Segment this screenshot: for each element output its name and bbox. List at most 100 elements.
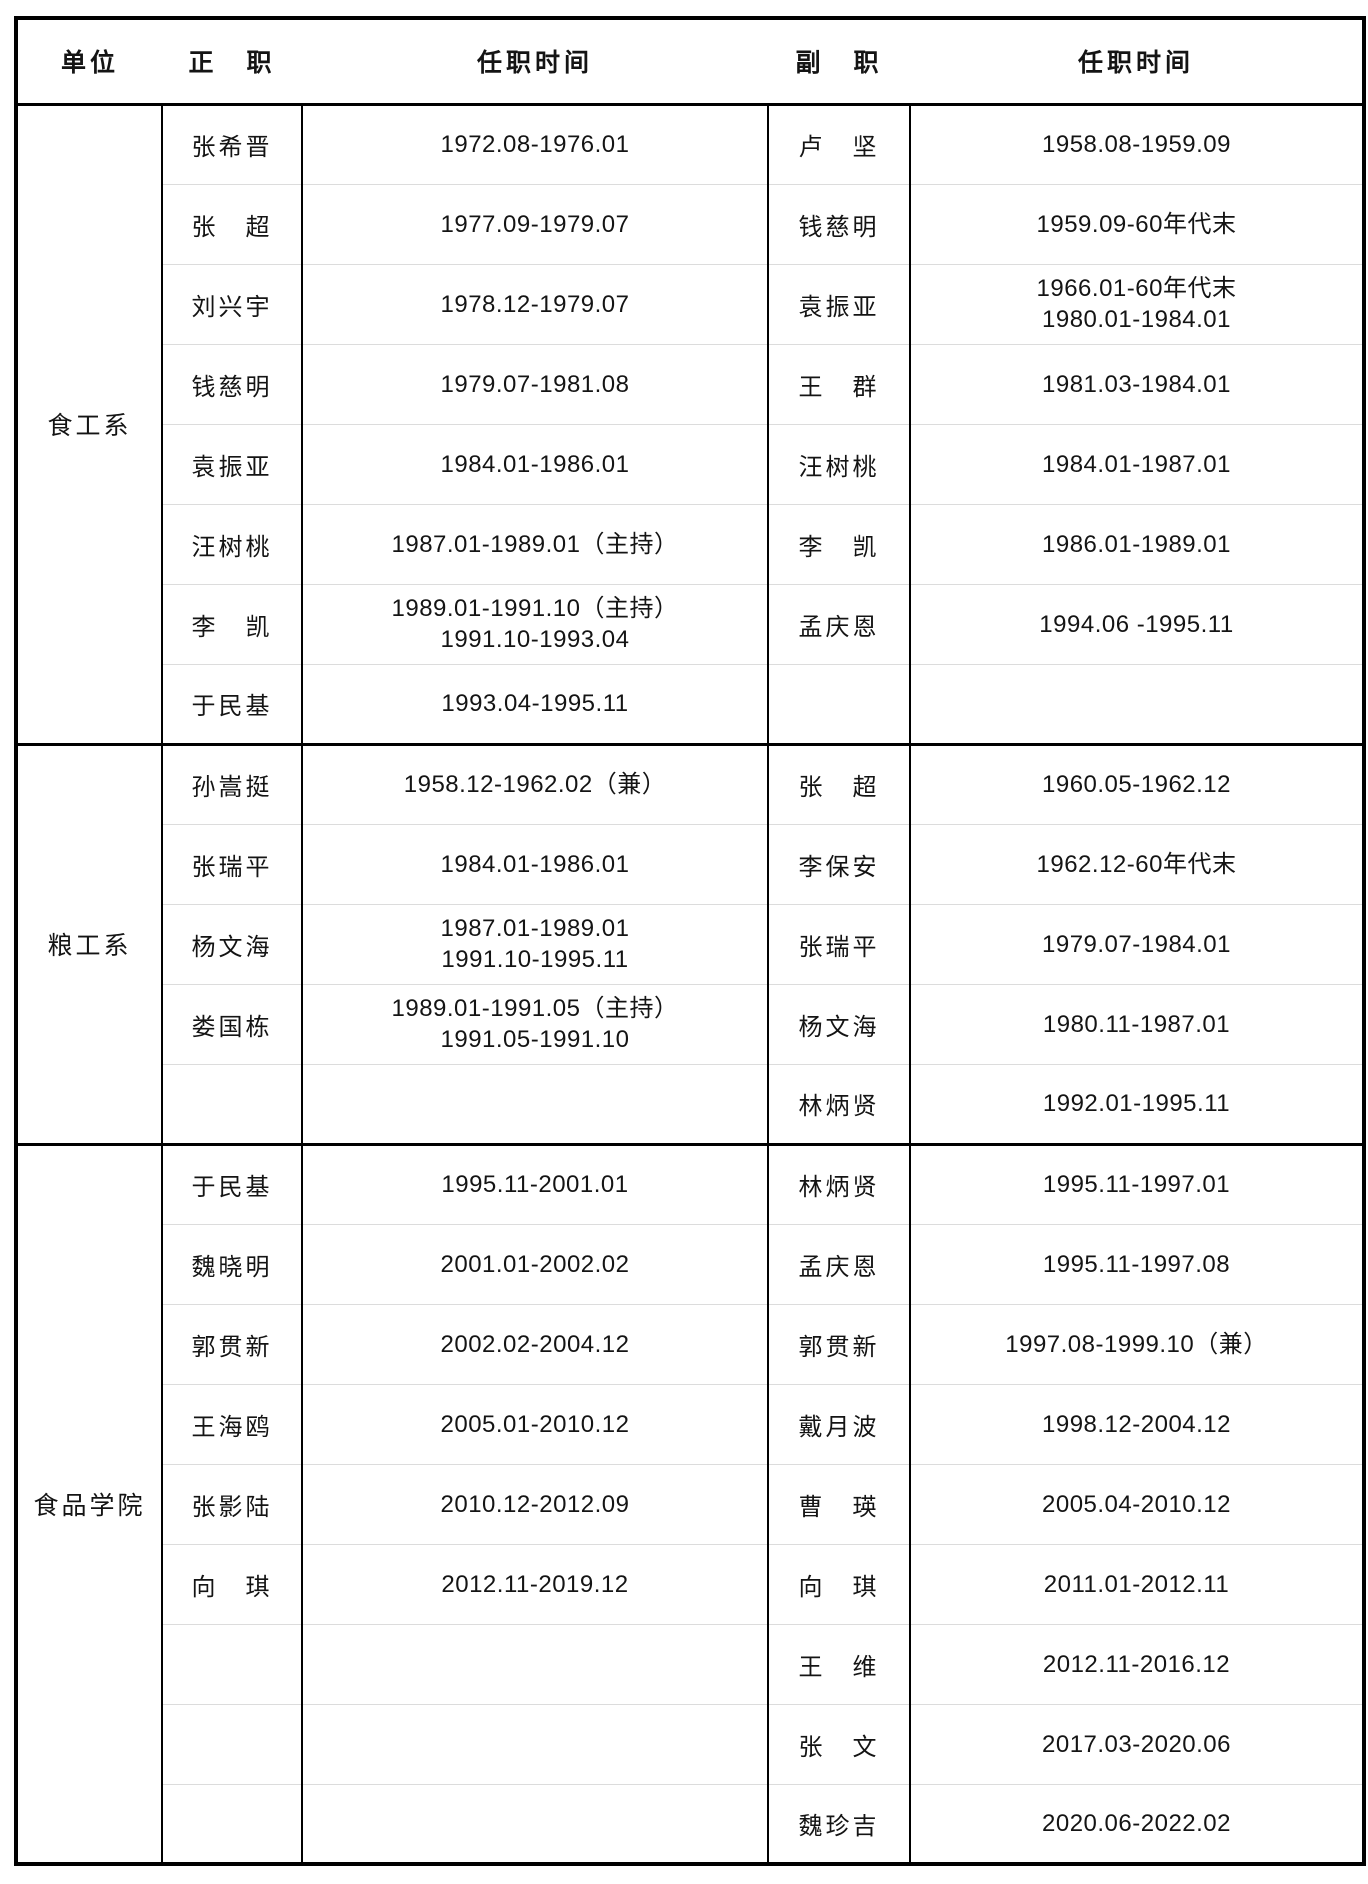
deputy-tenure-cell xyxy=(909,663,1364,744)
tenure-line: 2002.02-2004.12 xyxy=(440,1330,630,1358)
table-row: 向 琪 2012.11-2019.12 向 琪 2011.01-2012.11 xyxy=(16,1543,1364,1624)
header-deputy: 副 职 xyxy=(768,18,910,106)
principal-tenure-cell: 2012.11-2019.12 xyxy=(301,1543,768,1624)
principal-tenure-cell: 1995.11-2001.01 xyxy=(301,1144,768,1224)
header-row: 单位 正 职 任职时间 副 职 任职时间 xyxy=(16,18,1364,106)
principal-name-cell xyxy=(161,1623,302,1704)
table-row: 李 凯 1989.01-1991.10（主持） 1991.10-1993.04 孟庆恩… xyxy=(16,583,1364,664)
tenure-line: 1986.01-1989.01 xyxy=(1042,530,1231,558)
table-row: 魏晓明 2001.01-2002.02 孟庆恩 1995.11-1997.08 xyxy=(16,1223,1364,1304)
principal-tenure-cell: 2001.01-2002.02 xyxy=(301,1223,768,1304)
tenure-line: 1966.01-60年代末 xyxy=(1036,275,1237,302)
deputy-name-cell: 李保安 xyxy=(767,823,910,904)
principal-tenure-cell: 1958.12-1962.02（兼） xyxy=(301,744,768,824)
tenure-line: 1962.12-60年代末 xyxy=(1036,850,1237,878)
deputy-name-cell: 林炳贤 xyxy=(767,1144,910,1224)
table-row: 张 超 1977.09-1979.07 钱慈明 1959.09-60年代末 xyxy=(16,183,1364,264)
tenure-line: 1995.11-1997.01 xyxy=(1042,1171,1231,1198)
table-section: 粮工系 孙嵩挺 1958.12-1962.02（兼） 张 超 1960.05-1962.… xyxy=(16,744,1364,1144)
deputy-name-cell: 郭贯新 xyxy=(767,1303,910,1384)
principal-tenure-cell: 1984.01-1986.01 xyxy=(301,423,768,504)
deputy-name-cell: 张 文 xyxy=(767,1703,910,1784)
tenure-line: 1981.03-1984.01 xyxy=(1042,370,1231,398)
principal-tenure-cell: 1972.08-1976.01 xyxy=(301,104,768,184)
tenure-table: 单位 正 职 任职时间 副 职 任职时间 食工系 张希晋 1972.08-1976.… xyxy=(14,16,1366,1866)
principal-name-cell: 李 凯 xyxy=(161,583,302,664)
table-row: 林炳贤 1992.01-1995.11 xyxy=(16,1063,1364,1144)
principal-name-cell: 魏晓明 xyxy=(161,1223,302,1304)
table-row: 张瑞平 1984.01-1986.01 李保安 1962.12-60年代末 xyxy=(16,823,1364,904)
tenure-line: 1958.08-1959.09 xyxy=(1042,131,1231,158)
principal-name-cell xyxy=(161,1063,302,1144)
table-row: 于民基 1993.04-1995.11 xyxy=(16,663,1364,744)
deputy-tenure-cell: 2020.06-2022.02 xyxy=(909,1783,1364,1864)
deputy-tenure-cell: 2005.04-2010.12 xyxy=(909,1463,1364,1544)
unit-cell: 食品学院 xyxy=(33,1491,146,1520)
deputy-tenure-cell: 1959.09-60年代末 xyxy=(909,183,1364,264)
deputy-name-cell: 曹 瑛 xyxy=(767,1463,910,1544)
tenure-line: 1993.04-1995.11 xyxy=(441,690,629,717)
tenure-line: 1980.11-1987.01 xyxy=(1042,1010,1231,1038)
deputy-name-cell xyxy=(767,663,910,744)
table-row: 郭贯新 2002.02-2004.12 郭贯新 1997.08-1999.10（兼） xyxy=(16,1303,1364,1384)
tenure-line: 2005.01-2010.12 xyxy=(440,1410,630,1438)
principal-tenure-cell: 1989.01-1991.05（主持） 1991.05-1991.10 xyxy=(301,983,768,1064)
tenure-line: 1980.01-1984.01 xyxy=(1042,306,1231,333)
principal-name-cell: 张 超 xyxy=(161,183,302,264)
tenure-line: 1984.01-1986.01 xyxy=(440,850,630,878)
deputy-name-cell: 卢 坚 xyxy=(767,104,910,184)
deputy-tenure-cell: 1966.01-60年代末 1980.01-1984.01 xyxy=(909,263,1364,344)
principal-name-cell: 杨文海 xyxy=(161,903,302,984)
tenure-line: 1995.11-2001.01 xyxy=(441,1171,629,1198)
table-row: 刘兴宇 1978.12-1979.07 袁振亚 1966.01-60年代末 1980.0… xyxy=(16,263,1364,344)
table-section: 食品学院 于民基 1995.11-2001.01 林炳贤 1995.11-1997.01… xyxy=(16,1144,1364,1864)
principal-tenure-cell xyxy=(301,1783,768,1864)
principal-name-cell: 向 琪 xyxy=(161,1543,302,1624)
principal-tenure-cell: 2010.12-2012.09 xyxy=(301,1463,768,1544)
deputy-name-cell: 孟庆恩 xyxy=(767,1223,910,1304)
tenure-line: 1991.10-1995.11 xyxy=(441,946,629,973)
deputy-name-cell: 张瑞平 xyxy=(767,903,910,984)
principal-name-cell: 于民基 xyxy=(161,663,302,744)
deputy-tenure-cell: 2011.01-2012.11 xyxy=(909,1543,1364,1624)
tenure-line: 2010.12-2012.09 xyxy=(440,1490,630,1518)
tenure-line: 1989.01-1991.10（主持） xyxy=(391,595,679,622)
deputy-tenure-cell: 1962.12-60年代末 xyxy=(909,823,1364,904)
principal-tenure-cell xyxy=(301,1623,768,1704)
principal-name-cell: 孙嵩挺 xyxy=(161,744,302,824)
principal-tenure-cell xyxy=(301,1703,768,1784)
principal-tenure-cell xyxy=(301,1063,768,1144)
principal-tenure-cell: 1978.12-1979.07 xyxy=(301,263,768,344)
deputy-tenure-cell: 1995.11-1997.01 xyxy=(909,1144,1364,1224)
table-section: 食工系 张希晋 1972.08-1976.01 卢 坚 1958.08-1959.09 张… xyxy=(16,104,1364,744)
principal-name-cell: 袁振亚 xyxy=(161,423,302,504)
table-row: 王 维 2012.11-2016.12 xyxy=(16,1623,1364,1704)
tenure-line: 1997.08-1999.10（兼） xyxy=(1005,1330,1268,1358)
principal-name-cell: 娄国栋 xyxy=(161,983,302,1064)
deputy-tenure-cell: 1958.08-1959.09 xyxy=(909,104,1364,184)
principal-tenure-cell: 1987.01-1989.01（主持） xyxy=(301,503,768,584)
deputy-tenure-cell: 1979.07-1984.01 xyxy=(909,903,1364,984)
deputy-name-cell: 杨文海 xyxy=(767,983,910,1064)
principal-tenure-cell: 1993.04-1995.11 xyxy=(301,663,768,744)
deputy-tenure-cell: 1994.06 -1995.11 xyxy=(909,583,1364,664)
header-principal-tenure: 任职时间 xyxy=(302,18,768,106)
tenure-line: 2020.06-2022.02 xyxy=(1042,1809,1231,1837)
principal-name-cell: 郭贯新 xyxy=(161,1303,302,1384)
tenure-line: 2005.04-2010.12 xyxy=(1042,1490,1231,1518)
deputy-name-cell: 王 群 xyxy=(767,343,910,424)
deputy-tenure-cell: 1992.01-1995.11 xyxy=(909,1063,1364,1144)
principal-tenure-cell: 1977.09-1979.07 xyxy=(301,183,768,264)
principal-name-cell: 汪树桃 xyxy=(161,503,302,584)
principal-tenure-cell: 1987.01-1989.01 1991.10-1995.11 xyxy=(301,903,768,984)
unit-cell: 食工系 xyxy=(47,412,132,440)
principal-name-cell: 王海鸥 xyxy=(161,1383,302,1464)
deputy-name-cell: 戴月波 xyxy=(767,1383,910,1464)
table-row: 粮工系 孙嵩挺 1958.12-1962.02（兼） 张 超 1960.05-1962.… xyxy=(16,744,1364,960)
tenure-line: 1998.12-2004.12 xyxy=(1042,1410,1231,1438)
tenure-line: 1959.09-60年代末 xyxy=(1036,210,1237,238)
tenure-line: 2011.01-2012.11 xyxy=(1043,1570,1230,1598)
deputy-name-cell: 向 琪 xyxy=(767,1543,910,1624)
tenure-line: 1989.01-1991.05（主持） xyxy=(391,995,679,1022)
tenure-line: 2017.03-2020.06 xyxy=(1042,1730,1231,1758)
